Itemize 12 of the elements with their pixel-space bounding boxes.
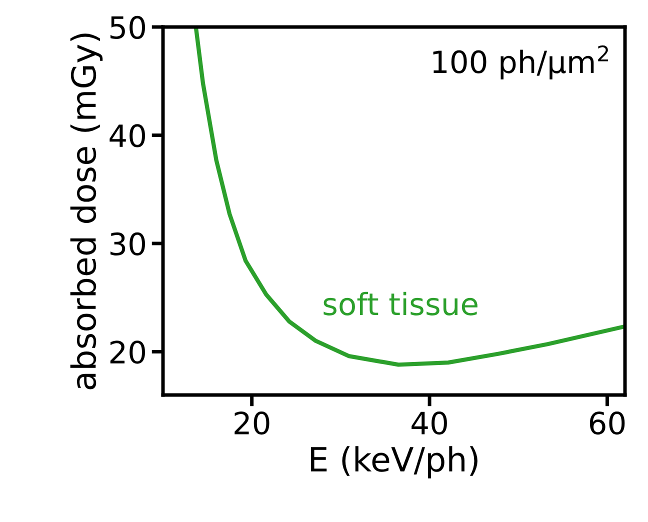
x-axis-title: E (keV/ph) [310, 446, 478, 478]
x-tick-label: 40 [412, 412, 447, 435]
annotation: 100 ph/μm$^{2}$ [433, 45, 608, 80]
series-label: soft tissue [324, 292, 478, 316]
y-axis-title: absorbed dose (mGy) [70, 34, 103, 390]
x-tick-label: 20 [234, 412, 270, 435]
line-series [194, 27, 625, 367]
y-tick-label: 20 [110, 340, 145, 364]
y-tick-label: 30 [110, 232, 145, 256]
y-tick-label: 50 [110, 16, 145, 40]
y-tick-label: 40 [110, 124, 145, 148]
x-tick-label: 60 [590, 412, 625, 435]
